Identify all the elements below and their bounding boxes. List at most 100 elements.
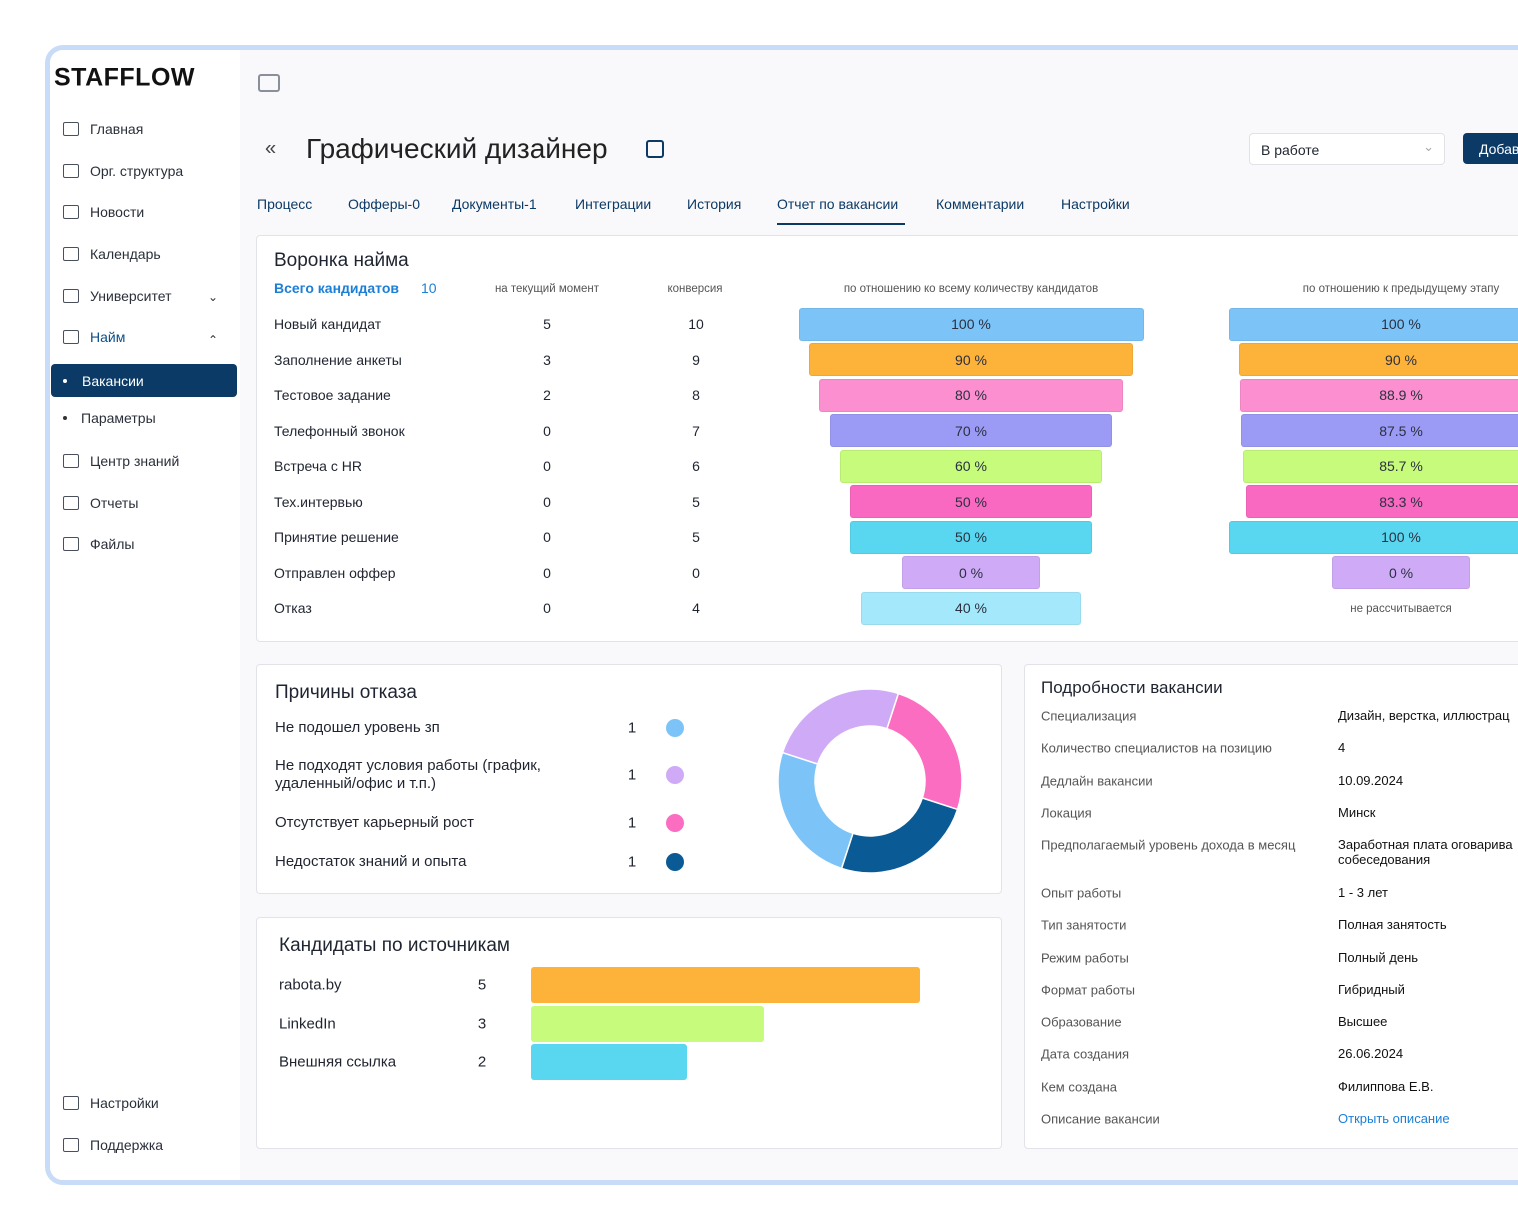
- bullet: [63, 379, 67, 383]
- menu-icon: [63, 1096, 79, 1110]
- tab[interactable]: Интеграции: [575, 196, 652, 212]
- menu-item[interactable]: Найм: [90, 329, 126, 345]
- menu-item[interactable]: Вакансии: [82, 373, 144, 389]
- funnel-bar: 100 %: [798, 307, 1144, 341]
- detail-value: Гибридный: [1338, 982, 1405, 997]
- tab[interactable]: Комментарии: [936, 196, 1025, 212]
- legend-dot: [666, 766, 684, 784]
- menu-item[interactable]: Орг. структура: [90, 163, 184, 179]
- reason-count: 1: [627, 814, 637, 832]
- reason-label: Не подходят условия работы (график, удал…: [275, 757, 541, 792]
- panel-title: Воронка найма: [274, 250, 409, 271]
- funnel-bar-label: 80 %: [955, 387, 987, 403]
- funnel-bar-label: 100 %: [1381, 529, 1421, 545]
- conversion: 10: [688, 316, 704, 332]
- back-button[interactable]: «: [265, 137, 277, 160]
- stage-name: Тех.интервью: [274, 493, 363, 510]
- detail-value: Высшее: [1338, 1014, 1388, 1029]
- menu-icon: [63, 164, 79, 178]
- sidebar-toggle[interactable]: [258, 74, 280, 92]
- funnel-bar: 60 %: [839, 449, 1103, 483]
- detail-value: Минск: [1338, 805, 1376, 820]
- menu-item[interactable]: Параметры: [81, 410, 156, 426]
- edit-icon[interactable]: [646, 140, 664, 158]
- menu-item[interactable]: Центр знаний: [90, 453, 180, 469]
- conversion: 4: [692, 600, 700, 616]
- menu-item[interactable]: Университет: [90, 288, 172, 304]
- menu-icon: [63, 330, 79, 344]
- total-value: 10: [421, 280, 437, 296]
- funnel-bar: 87.5 %: [1241, 414, 1518, 447]
- funnel-bar-label: 50 %: [955, 493, 987, 510]
- source-name: Внешняя ссылка: [279, 1053, 397, 1071]
- stage-name: Отказ: [274, 600, 312, 616]
- tab[interactable]: Процесс: [257, 196, 313, 212]
- menu-icon: [63, 289, 79, 303]
- app-window: STAFFLOW Главная Орг. структура Новости Кале…: [45, 45, 1518, 1185]
- funnel-bar-label: 0 %: [958, 564, 984, 581]
- conversion: 5: [692, 493, 700, 510]
- funnel-bar: 50 %: [850, 520, 1092, 554]
- menu-item[interactable]: Календарь: [90, 246, 161, 262]
- conversion: 8: [692, 387, 700, 403]
- funnel-bar-label: 40 %: [955, 600, 987, 616]
- status-select[interactable]: В работе ⌄: [1249, 133, 1445, 165]
- menu-item[interactable]: Новости: [90, 204, 145, 220]
- menu-item[interactable]: Отчеты: [90, 495, 139, 511]
- stage-name: Новый кандидат: [274, 316, 382, 332]
- source-bar: [531, 1044, 687, 1080]
- funnel-note: не рассчитывается: [1350, 603, 1452, 615]
- funnel-bar-label: 50 %: [955, 529, 987, 545]
- funnel-bar-label: 90 %: [1385, 351, 1417, 368]
- source-bar: [531, 1005, 765, 1042]
- menu-icon: [63, 537, 79, 551]
- tab[interactable]: История: [687, 196, 742, 212]
- menu-item[interactable]: Настройки: [90, 1095, 159, 1111]
- funnel-bar: 0 %: [1332, 556, 1470, 589]
- description-link[interactable]: Открыть описание: [1338, 1111, 1450, 1126]
- tab[interactable]: Настройки: [1061, 196, 1130, 212]
- tab[interactable]: Офферы-0: [348, 196, 421, 212]
- detail-value: 26.06.2024: [1338, 1046, 1404, 1061]
- source-count: 2: [477, 1053, 487, 1071]
- funnel-bar: 80 %: [819, 378, 1123, 412]
- sidebar: STAFFLOW Главная Орг. структура Новости Кале…: [50, 50, 240, 1180]
- conversion: 7: [692, 422, 700, 439]
- menu-item[interactable]: Файлы: [90, 536, 135, 552]
- detail-value: Полный день: [1338, 950, 1419, 965]
- active-item-bg[interactable]: [51, 364, 237, 397]
- tab[interactable]: Отчет по вакансии: [777, 196, 899, 212]
- conversion: 0: [692, 564, 700, 581]
- current-count: 2: [543, 387, 551, 403]
- column-header: на текущий момент: [494, 283, 600, 295]
- select-arrow: ⌄: [1423, 139, 1434, 154]
- page-title: Графический дизайнер: [306, 133, 608, 164]
- detail-label: Предполагаемый уровень дохода в месяц: [1041, 837, 1296, 853]
- menu-icon: [63, 1138, 79, 1152]
- source-count: 5: [477, 976, 487, 994]
- current-count: 3: [543, 351, 551, 368]
- detail-value: Полная занятость: [1338, 917, 1447, 932]
- chevron: ⌄: [208, 290, 219, 304]
- funnel-bar: 90 %: [1238, 343, 1518, 376]
- detail-value: 1 - 3 лет: [1338, 885, 1388, 900]
- menu-item[interactable]: Поддержка: [90, 1137, 164, 1153]
- column-header: по отношению ко всему количеству кандида…: [843, 283, 1099, 295]
- funnel-bar-label: 70 %: [955, 422, 987, 439]
- funnel-bar-label: 85.7 %: [1379, 458, 1423, 474]
- menu-icon: [63, 205, 79, 219]
- reason-label: Недостаток знаний и опыта: [275, 853, 467, 870]
- detail-label: Локация: [1041, 805, 1092, 821]
- detail-label: Специализация: [1041, 708, 1137, 724]
- source-count: 3: [477, 1015, 487, 1032]
- logo: STAFFLOW: [54, 63, 195, 92]
- current-count: 0: [543, 600, 551, 616]
- tab[interactable]: Документы-1: [452, 196, 537, 212]
- add-button[interactable]: Добав: [1463, 133, 1518, 164]
- funnel-bar: 90 %: [808, 343, 1134, 376]
- donut-segment: [777, 751, 854, 870]
- funnel-bar: 70 %: [829, 414, 1113, 447]
- conversion: 6: [692, 458, 700, 474]
- menu-item[interactable]: Главная: [90, 121, 144, 137]
- donut-segment: [840, 797, 959, 874]
